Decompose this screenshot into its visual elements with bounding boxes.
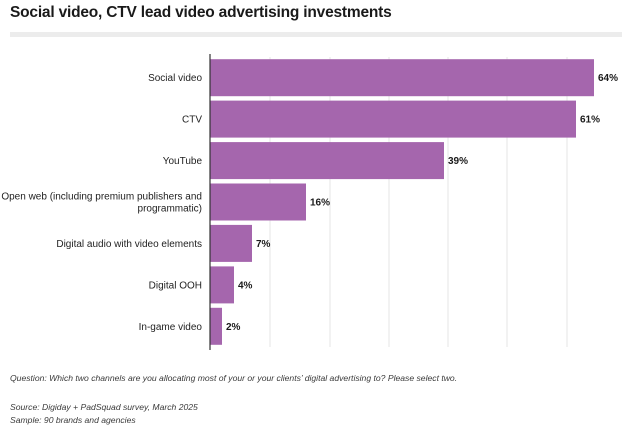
value-label-5: 4% bbox=[238, 280, 253, 291]
category-label-6: In-game video bbox=[139, 322, 203, 333]
bar-3 bbox=[210, 183, 306, 221]
bar-5 bbox=[210, 266, 234, 304]
category-label-5: Digital OOH bbox=[149, 280, 202, 291]
category-label-1: CTV bbox=[182, 115, 202, 126]
bar-0 bbox=[210, 59, 594, 97]
value-label-0: 64% bbox=[598, 73, 618, 84]
value-label-4: 7% bbox=[256, 239, 271, 250]
value-label-2: 39% bbox=[448, 156, 468, 167]
question-note: Question: Which two channels are you all… bbox=[10, 373, 458, 383]
bar-6 bbox=[210, 307, 222, 345]
bar-2 bbox=[210, 142, 444, 180]
value-label-3: 16% bbox=[310, 198, 330, 209]
chart-title: Social video, CTV lead video advertising… bbox=[10, 4, 392, 21]
value-label-1: 61% bbox=[580, 115, 600, 126]
category-label-2: YouTube bbox=[163, 156, 203, 167]
title-divider bbox=[10, 32, 622, 37]
category-label-0: Social video bbox=[148, 73, 202, 84]
category-label-3-line-0: Open web (including premium publishers a… bbox=[1, 192, 202, 203]
bar-4 bbox=[210, 224, 252, 262]
bar-chart: 64% Social video 61% CTV 39% YouTube 16% Open w… bbox=[1, 54, 618, 350]
bar-1 bbox=[210, 100, 576, 138]
source-note: Source: Digiday + PadSquad survey, March… bbox=[10, 402, 198, 412]
sample-note: Sample: 90 brands and agencies bbox=[10, 415, 136, 425]
value-label-6: 2% bbox=[226, 322, 241, 333]
category-label-4: Digital audio with video elements bbox=[56, 239, 202, 250]
category-label-3-line-1: programmatic) bbox=[138, 204, 202, 215]
